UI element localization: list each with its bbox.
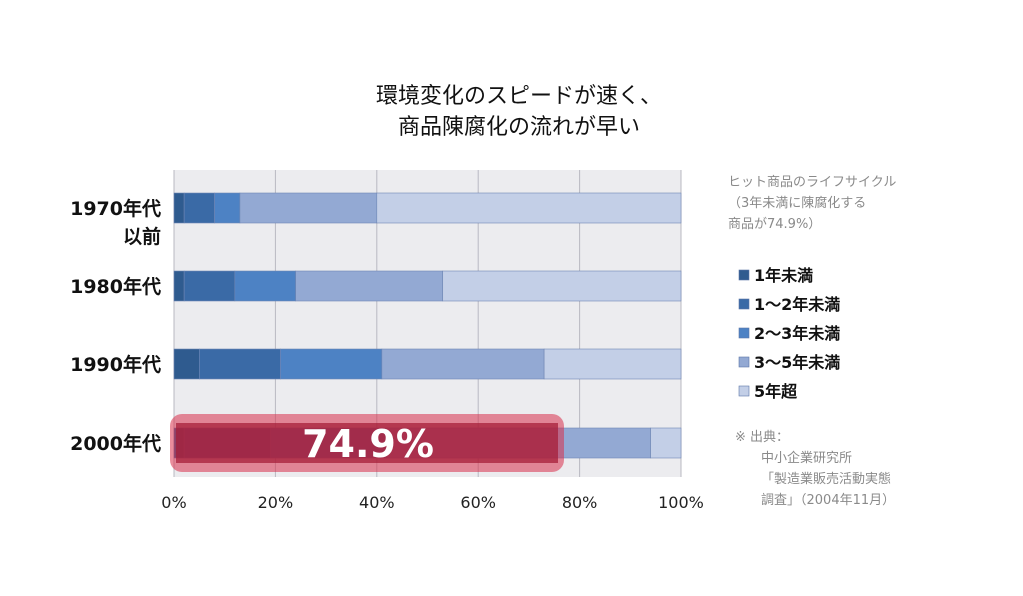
bar-segment [234,270,296,302]
source-note-line: 中小企業研究所 [761,450,852,466]
bar-segment [543,348,682,380]
source-note-line: 「製造業販売活動実態 [761,471,891,487]
bar-segment [214,192,241,224]
legend-entry: 2～3年未満 [754,324,840,343]
category-label: 1970年代 [70,197,161,220]
category-label: 1990年代 [70,353,161,376]
highlight-bar [176,423,558,463]
legend-swatch [738,385,750,397]
bar-segment [173,348,200,380]
highlight-label: 74.9% [302,422,434,466]
lifecycle-note-line: ヒット商品のライフサイクル [728,175,896,190]
lifecycle-note-line: （3年未満に陳腐化する [728,196,866,211]
bar-segment [183,270,236,302]
category-label: 以前 [123,225,161,248]
legend-entry: 5年超 [754,382,798,401]
bar-segment [280,348,383,380]
bar-segment [173,270,185,302]
x-tick-label: 0% [161,493,186,512]
source-note-line: ※ 出典： [735,430,789,445]
bar-segment [173,192,185,224]
category-label: 2000年代 [70,432,161,455]
chart-title-line-2: 商品陳腐化の流れが早い [398,115,640,140]
bar-segment [183,192,215,224]
x-tick-label: 60% [460,493,496,512]
x-tick-label: 80% [562,493,598,512]
lifecycle-note-line: 商品が74.9%） [728,217,821,232]
bar-segment [239,192,378,224]
bar-segment [295,270,444,302]
legend-swatch [738,269,750,281]
legend-entry: 1年未満 [754,266,813,285]
bar-segment [650,427,682,459]
legend-swatch [738,298,750,310]
x-tick-label: 100% [658,493,704,512]
bar-segment [381,348,545,380]
x-tick-label: 40% [359,493,395,512]
bar-segment [199,348,281,380]
legend-swatch [738,356,750,368]
chart-title-line-1: 環境変化のスピードが速く、 [376,84,662,109]
bar-segment [376,192,682,224]
legend-swatch [738,327,750,339]
legend-entry: 3～5年未満 [754,353,840,372]
bar-segment [442,270,682,302]
category-label: 1980年代 [70,275,161,298]
source-note-line: 調査」（2004年11月） [761,493,895,508]
legend-entry: 1～2年未満 [754,295,840,314]
x-tick-label: 20% [258,493,294,512]
